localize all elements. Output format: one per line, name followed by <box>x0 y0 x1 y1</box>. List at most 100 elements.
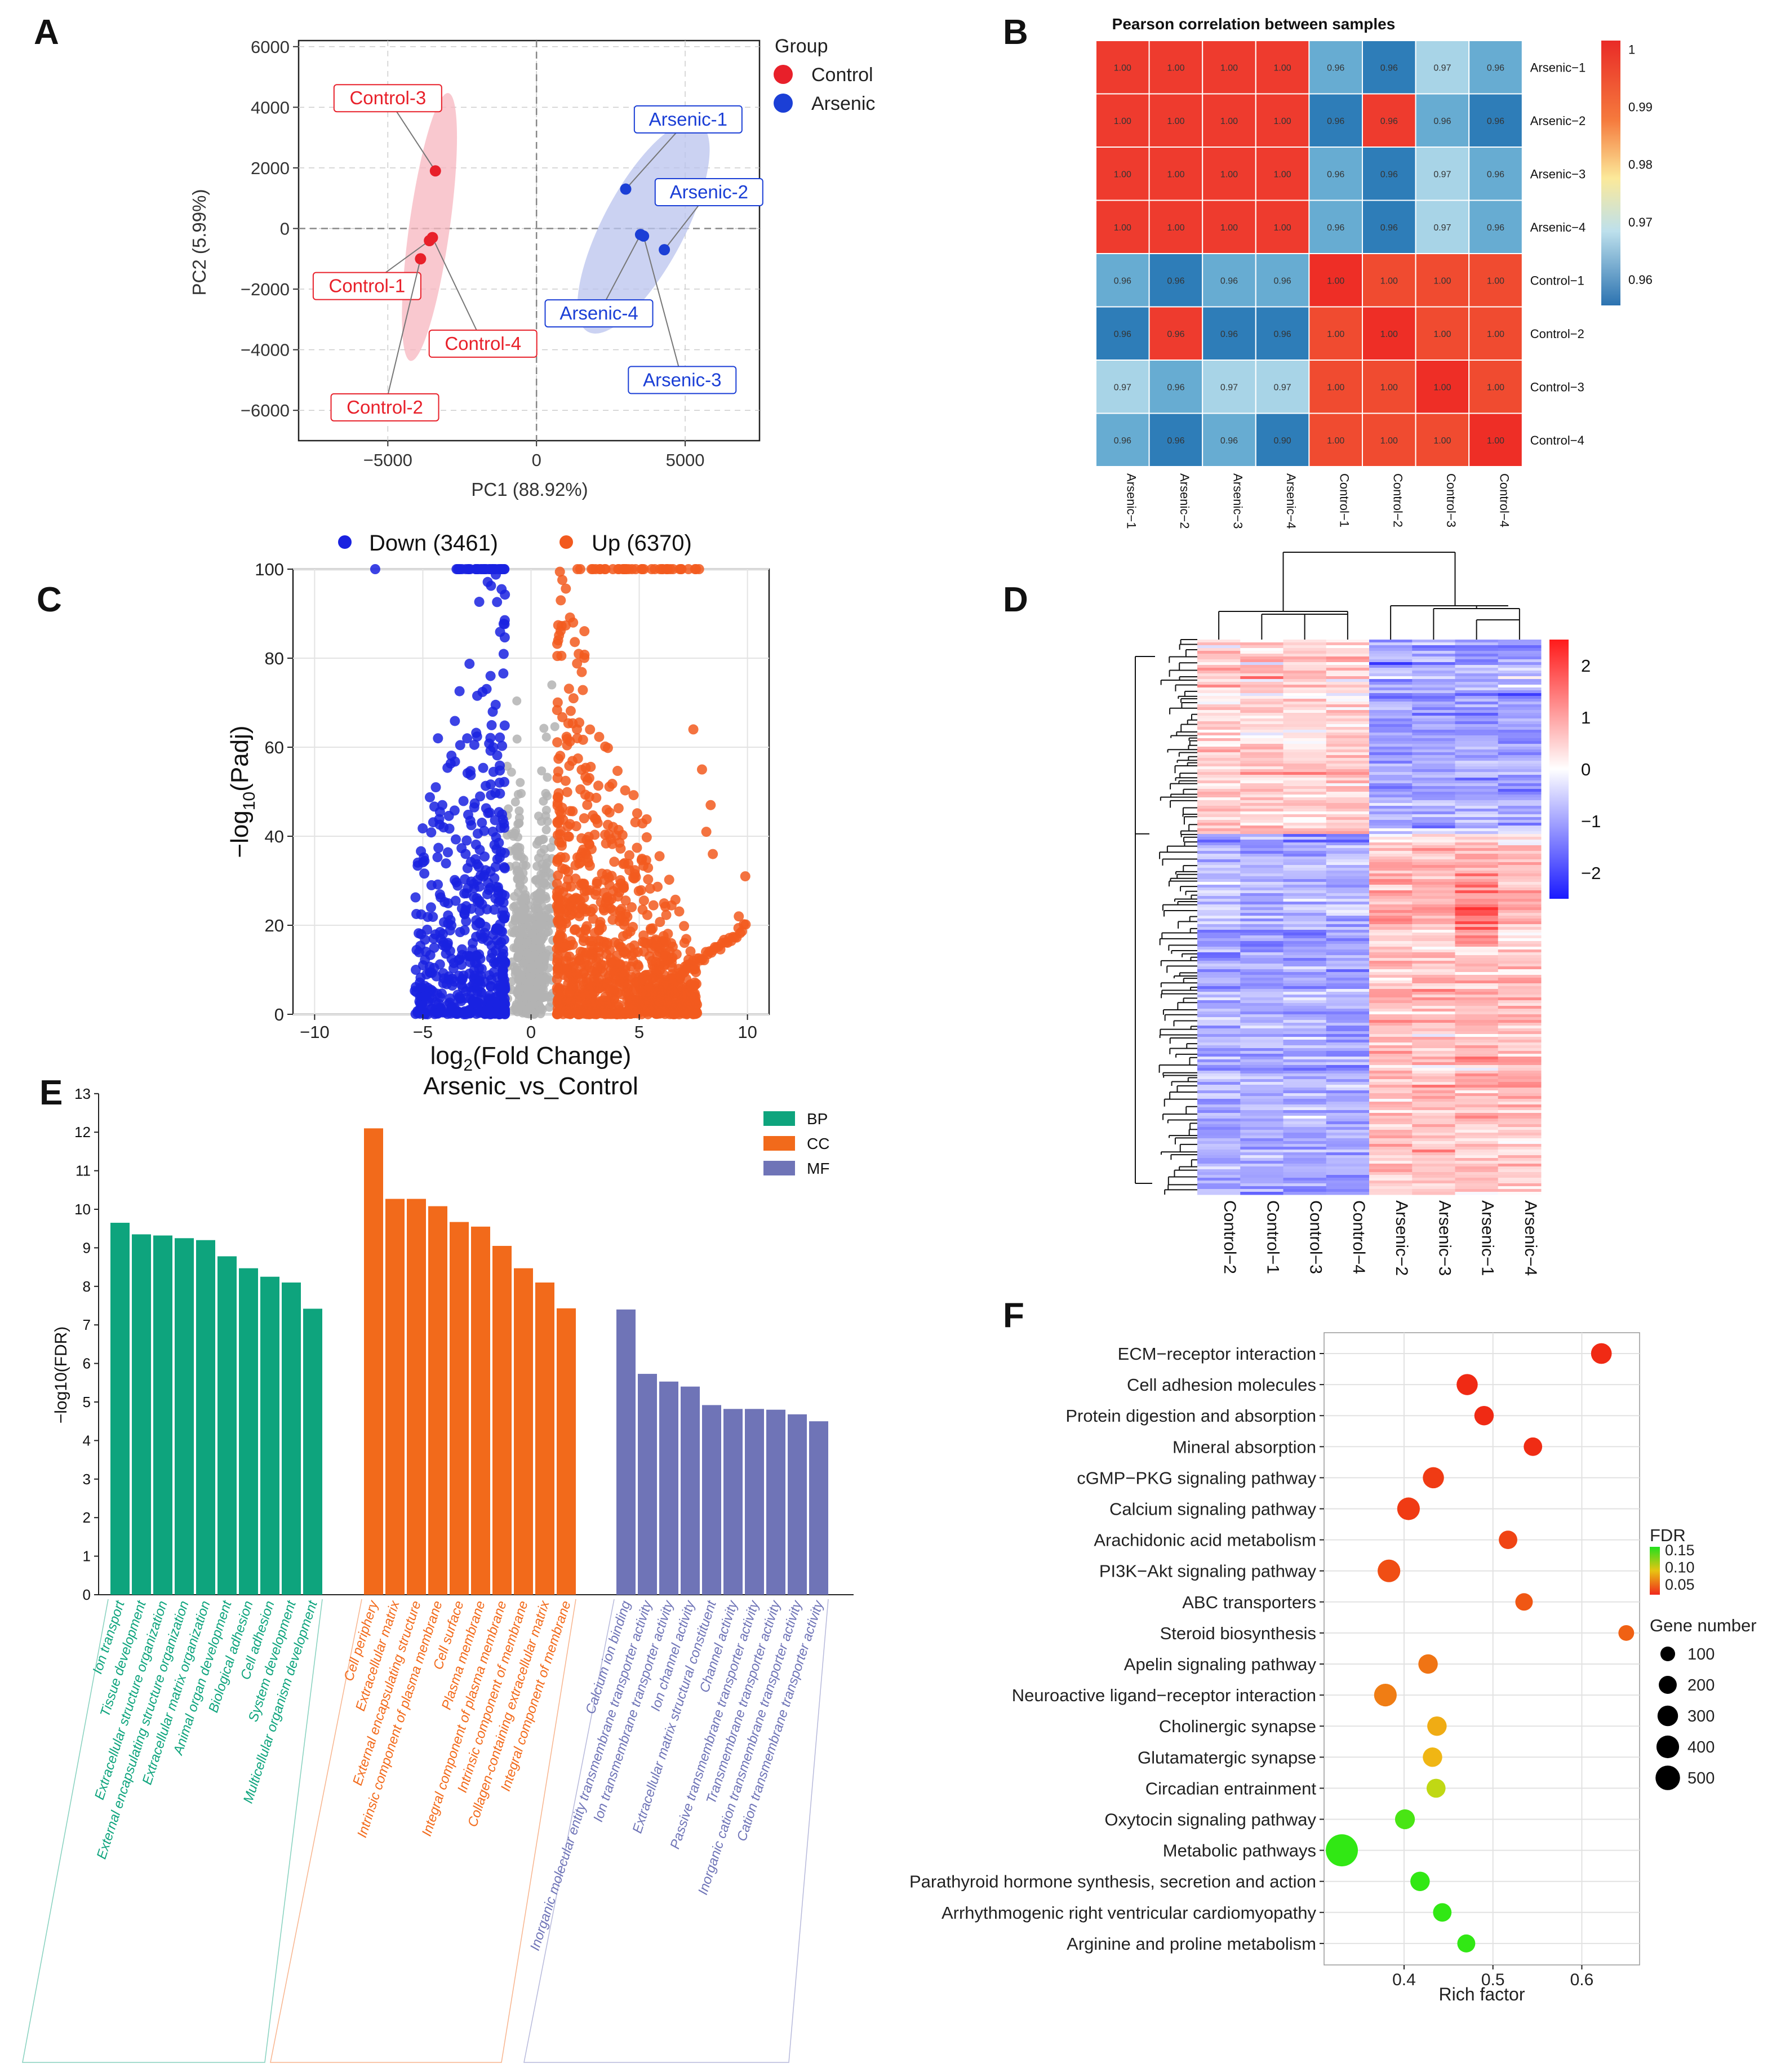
expression-cell <box>1412 744 1455 747</box>
expression-cell <box>1283 648 1327 651</box>
expression-cell <box>1455 778 1499 781</box>
expression-cell <box>1326 690 1370 694</box>
expression-cell <box>1283 685 1327 688</box>
expression-cell <box>1283 859 1327 863</box>
expression-cell <box>1283 1152 1327 1156</box>
expression-cell <box>1412 772 1455 775</box>
volcano-point-up <box>598 903 609 914</box>
expression-cell <box>1498 924 1542 928</box>
expression-cell <box>1326 1192 1370 1195</box>
correlation-cell-label: 0.96 <box>1114 276 1131 286</box>
expression-cell <box>1369 772 1413 775</box>
expression-cell <box>1455 1172 1499 1175</box>
volcano-point-up <box>685 980 696 991</box>
volcano-point-down <box>499 934 509 945</box>
expression-cell <box>1240 741 1284 744</box>
expression-cell <box>1412 1192 1455 1195</box>
expression-cell <box>1412 992 1455 995</box>
expression-cell <box>1369 975 1413 978</box>
expression-cell <box>1369 724 1413 727</box>
expression-cell <box>1412 1096 1455 1099</box>
expression-cell <box>1369 668 1413 671</box>
volcano-point-down <box>478 871 488 882</box>
expression-cell <box>1498 896 1542 899</box>
expression-cell <box>1283 772 1327 775</box>
expression-cell <box>1498 1006 1542 1009</box>
expression-cell <box>1326 916 1370 919</box>
expression-cell <box>1240 1090 1284 1094</box>
expression-cell <box>1197 851 1241 854</box>
volcano-point-down <box>428 933 439 944</box>
expression-cell <box>1412 682 1455 685</box>
expression-cell <box>1326 741 1370 744</box>
go-bar-mf <box>745 1409 764 1595</box>
expression-cell <box>1240 842 1284 846</box>
volcano-point-up <box>637 904 648 915</box>
volcano-point-ns <box>539 724 549 733</box>
expression-cell <box>1240 1172 1284 1175</box>
volcano-point-down <box>484 738 495 749</box>
expression-cell <box>1283 1051 1327 1054</box>
expression-cell <box>1283 1186 1327 1190</box>
expression-cell <box>1240 738 1284 742</box>
expression-cell <box>1240 1110 1284 1113</box>
expression-cell <box>1498 1127 1542 1130</box>
expression-cell <box>1498 986 1542 990</box>
expression-cell <box>1240 1164 1284 1167</box>
volcano-point-up <box>624 865 635 876</box>
expression-cell <box>1412 1166 1455 1170</box>
expression-cell <box>1455 735 1499 739</box>
correlation-cell <box>1148 147 1203 201</box>
expression-cell <box>1326 950 1370 953</box>
go-y-tick-label: 0 <box>83 1586 91 1603</box>
expression-cell <box>1240 682 1284 685</box>
volcano-point-up <box>628 790 639 801</box>
expression-cell <box>1240 1183 1284 1187</box>
expression-cell <box>1240 904 1284 908</box>
volcano-point-up <box>705 800 716 810</box>
expression-cell <box>1283 786 1327 789</box>
expression-cell <box>1240 879 1284 882</box>
volcano-point-ns <box>547 680 557 690</box>
expression-cell <box>1240 744 1284 747</box>
expression-cell <box>1197 1135 1241 1139</box>
expression-cell <box>1498 935 1542 939</box>
volcano-point-up <box>579 959 590 969</box>
volcano-point-up <box>569 925 580 935</box>
expression-cell <box>1455 1130 1499 1133</box>
volcano-point-up <box>552 830 563 841</box>
expression-cell <box>1326 1169 1370 1173</box>
expression-cell <box>1240 834 1284 837</box>
expression-cell <box>1412 935 1455 939</box>
expression-cell <box>1283 941 1327 944</box>
expression-cell <box>1326 896 1370 899</box>
expression-cell <box>1197 1057 1241 1060</box>
pca-x-tick-label: 5000 <box>666 450 705 470</box>
expression-cell <box>1240 1011 1284 1015</box>
expression-cell <box>1412 927 1455 930</box>
expression-cell <box>1240 1138 1284 1142</box>
expression-cell <box>1455 986 1499 990</box>
volcano-point-down <box>486 720 497 730</box>
expression-cell <box>1240 966 1284 970</box>
expression-cell <box>1326 696 1370 699</box>
expression-cell <box>1498 879 1542 882</box>
volcano-point-down <box>476 979 486 990</box>
volcano-point-down <box>410 892 421 903</box>
expression-cell <box>1412 761 1455 764</box>
expression-cell <box>1455 882 1499 885</box>
expression-cell <box>1498 947 1542 950</box>
expression-cell <box>1369 738 1413 742</box>
correlation-col-label: Arsenic−2 <box>1178 473 1192 529</box>
correlation-cell-label: 0.96 <box>1114 330 1131 339</box>
expression-cell <box>1455 1116 1499 1119</box>
volcano-point-down <box>457 950 468 960</box>
expression-cell <box>1283 645 1327 649</box>
expression-cell <box>1412 747 1455 750</box>
expression-cell <box>1369 927 1413 930</box>
expression-cell <box>1455 868 1499 871</box>
expression-cell <box>1412 1076 1455 1080</box>
expression-cell <box>1326 907 1370 911</box>
expression-cell <box>1455 738 1499 742</box>
expression-cell <box>1240 1141 1284 1144</box>
